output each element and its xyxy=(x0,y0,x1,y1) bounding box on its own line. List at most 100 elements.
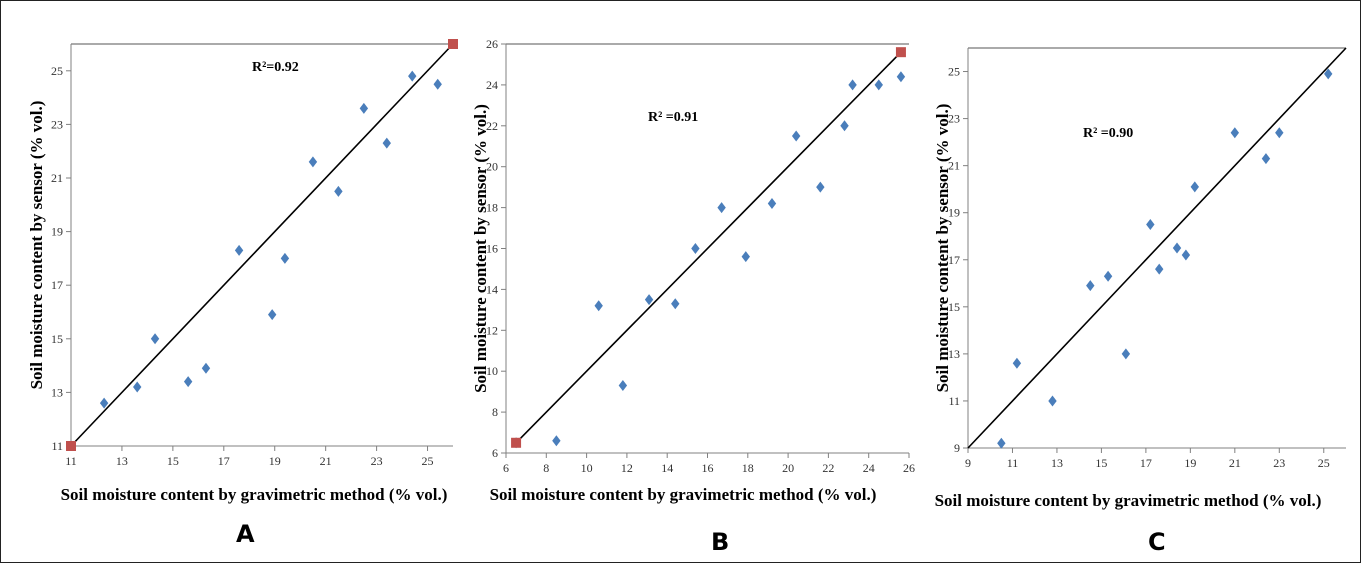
y-tick-label: 11 xyxy=(51,439,63,453)
data-point xyxy=(644,294,654,306)
data-point xyxy=(618,380,628,392)
data-point xyxy=(1048,395,1057,407)
data-point xyxy=(1172,242,1182,254)
data-point xyxy=(552,435,561,447)
chart-b-svg: 6 8 10 12 14 16 18 20 22 24 26 6 8 10 12 14 16 18 20 22 24 26… xyxy=(471,37,915,504)
x-tick-label: 15 xyxy=(1095,456,1107,470)
y-tick-label: 9 xyxy=(954,441,960,455)
data-point xyxy=(691,243,700,254)
y-tick-label: 17 xyxy=(948,253,960,267)
x-tick-label: 25 xyxy=(1318,456,1330,470)
data-point xyxy=(1324,68,1333,80)
data-point xyxy=(359,102,369,114)
data-point xyxy=(1261,153,1271,165)
x-tick-label: 23 xyxy=(371,454,383,468)
endpoint-marker xyxy=(66,441,76,451)
x-tick-label: 25 xyxy=(422,454,434,468)
x-tick-label: 24 xyxy=(863,461,875,475)
panel-label-b: B xyxy=(711,528,730,556)
y-tick-label: 24 xyxy=(486,78,498,92)
endpoint-marker xyxy=(895,47,906,58)
y-axis-title: Soil moisture content by sensor (% vol.) xyxy=(471,104,490,393)
data-point xyxy=(183,376,193,388)
data-point xyxy=(308,156,318,168)
y-tick-label: 25 xyxy=(948,65,960,79)
fit-line-a xyxy=(70,43,454,447)
data-point xyxy=(201,362,211,374)
x-tick-label: 14 xyxy=(661,461,673,475)
data-point xyxy=(816,181,825,193)
data-point xyxy=(1275,127,1284,139)
y-tick-label: 15 xyxy=(51,332,63,346)
panel-label-a: A xyxy=(236,520,255,548)
data-point xyxy=(234,244,244,256)
r-squared-label: R²=0.92 xyxy=(252,60,299,75)
y-tick-label: 25 xyxy=(51,64,63,78)
x-tick-label: 11 xyxy=(1007,456,1019,470)
chart-a-svg: 11 13 15 17 19 21 23 25 11 13 15 17 19 21 23 25 R²=0.92 S… xyxy=(27,39,458,504)
y-tick-label: 13 xyxy=(948,347,960,361)
x-tick-label: 13 xyxy=(1051,456,1063,470)
x-axis-title: Soil moisture content by gravimetric met… xyxy=(61,485,448,504)
x-tick-label: 23 xyxy=(1273,456,1285,470)
y-axis-title: Soil moisture content by sensor (% vol.) xyxy=(27,101,46,390)
data-point xyxy=(99,397,109,409)
x-tick-label: 20 xyxy=(782,461,794,475)
x-axis-title: Soil moisture content by gravimetric met… xyxy=(935,491,1322,510)
x-tick-label: 8 xyxy=(543,461,549,475)
chart-c-svg: 9 11 13 15 17 19 21 23 25 9 11 13 15 17 19 21 23 25 R² =0.… xyxy=(933,47,1347,510)
data-point xyxy=(671,298,680,310)
x-tick-label: 15 xyxy=(167,454,179,468)
x-tick-label: 11 xyxy=(65,454,77,468)
data-point xyxy=(280,252,290,264)
data-point xyxy=(150,333,160,345)
fit-line-b xyxy=(515,51,902,444)
x-tick-label: 21 xyxy=(1229,456,1241,470)
data-point xyxy=(433,78,442,90)
x-tick-label: 17 xyxy=(218,454,230,468)
panel-label-c: C xyxy=(1148,528,1166,556)
y-tick-label: 13 xyxy=(51,385,63,399)
data-point xyxy=(741,251,750,263)
data-point xyxy=(1086,280,1095,292)
data-point xyxy=(1190,181,1199,193)
y-axis-title: Soil moisture content by sensor (% vol.) xyxy=(933,104,952,393)
x-tick-label: 18 xyxy=(742,461,754,475)
data-point xyxy=(1181,249,1191,261)
data-point xyxy=(1230,127,1240,139)
x-tick-label: 13 xyxy=(116,454,128,468)
fit-line-c xyxy=(967,47,1347,449)
data-point xyxy=(1146,218,1155,230)
y-tick-label: 26 xyxy=(486,37,498,51)
endpoint-marker xyxy=(511,437,522,448)
data-point xyxy=(408,70,417,82)
x-tick-label: 9 xyxy=(965,456,971,470)
y-tick-label: 17 xyxy=(51,278,63,292)
x-tick-label: 6 xyxy=(503,461,509,475)
data-point xyxy=(1155,263,1164,275)
data-point xyxy=(874,79,883,91)
r-squared-label: R² =0.91 xyxy=(648,110,698,125)
y-tick-label: 21 xyxy=(51,171,63,185)
data-point xyxy=(334,185,343,197)
x-axis-title: Soil moisture content by gravimetric met… xyxy=(490,485,877,504)
data-point xyxy=(594,300,603,312)
x-tick-label: 21 xyxy=(320,454,332,468)
y-tick-label: 15 xyxy=(948,300,960,314)
x-tick-label: 19 xyxy=(269,454,281,468)
y-tick-label: 12 xyxy=(486,323,498,337)
y-tick-label: 19 xyxy=(51,225,63,239)
chart-panel-c: 9 11 13 15 17 19 21 23 25 9 11 13 15 17 19 21 23 25 R² =0.… xyxy=(928,0,1353,556)
y-tick-label: 19 xyxy=(948,206,960,220)
x-tick-label: 16 xyxy=(702,461,714,475)
x-tick-label: 12 xyxy=(621,461,633,475)
endpoint-marker xyxy=(448,39,458,49)
data-point xyxy=(848,79,857,91)
data-point xyxy=(997,437,1006,449)
data-point xyxy=(382,137,391,149)
r-squared-label: R² =0.90 xyxy=(1083,126,1133,141)
y-tick-label: 20 xyxy=(486,160,498,174)
data-point xyxy=(1012,357,1022,369)
y-tick-label: 6 xyxy=(492,446,498,460)
chart-panel-a: 11 13 15 17 19 21 23 25 11 13 15 17 19 21 23 25 R²=0.92 S… xyxy=(4,0,474,550)
